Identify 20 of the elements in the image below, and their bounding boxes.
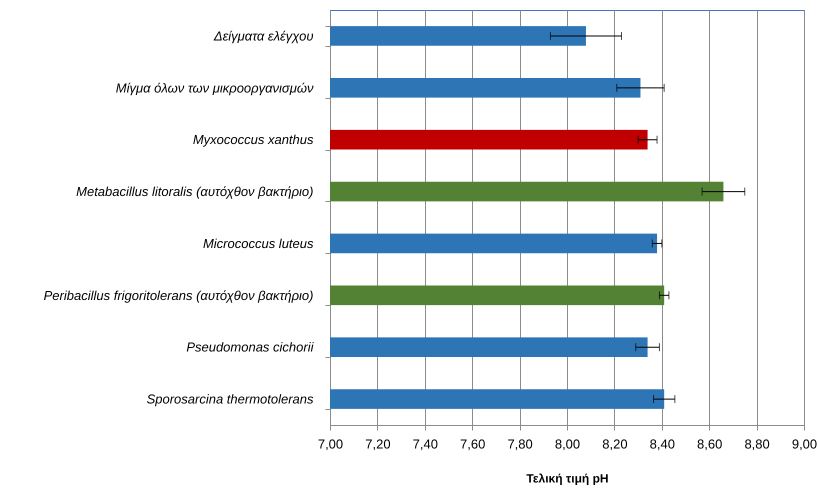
x-tick-label: 7,80 bbox=[507, 436, 533, 452]
x-tick-label: 7,60 bbox=[460, 436, 486, 452]
x-tick-label: 8,40 bbox=[650, 436, 675, 452]
x-tick-label: 9,00 bbox=[792, 436, 818, 452]
y-tick-label: Sporosarcina thermotolerans bbox=[146, 392, 314, 407]
y-tick-label: Micrococcus luteus bbox=[202, 236, 314, 251]
x-tick-label: 8,60 bbox=[697, 436, 722, 452]
y-tick-label: Myxococcus xanthus bbox=[192, 132, 314, 148]
x-tick-label: 8,80 bbox=[744, 436, 770, 452]
x-tick-label: 7,40 bbox=[412, 436, 438, 452]
y-tick-label: Peribacillus frigoritolerans (αυτόχθον βακτήριο) bbox=[44, 288, 314, 303]
x-tick-label: 8,00 bbox=[554, 436, 580, 452]
y-tick-label: Δείγματα ελέγχου bbox=[212, 28, 314, 44]
y-tick-label: Metabacillus litoralis (αυτόχθον βακτήριο) bbox=[76, 184, 314, 200]
y-tick-label: Pseudomonas cichorii bbox=[186, 340, 315, 355]
y-tick-label: Μίγμα όλων των μικροοργανισμών bbox=[116, 80, 314, 96]
x-axis-title: Τελική τιμή pH bbox=[526, 472, 609, 486]
x-tick-label: 8,20 bbox=[602, 436, 628, 452]
x-tick-label: 7,20 bbox=[365, 436, 391, 452]
x-tick-label: 7,00 bbox=[318, 436, 344, 452]
